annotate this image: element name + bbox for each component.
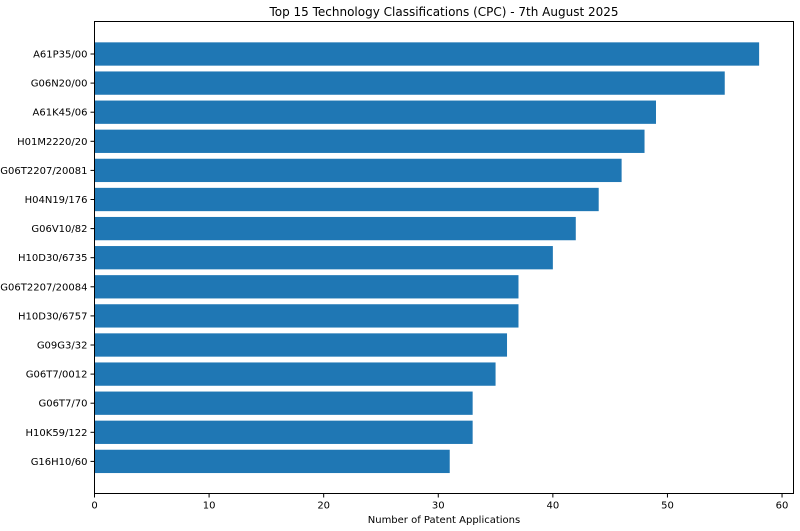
chart-title: Top 15 Technology Classifications (CPC) … bbox=[268, 5, 618, 19]
bar-G06V10/82 bbox=[95, 217, 576, 240]
bar-G09G3/32 bbox=[95, 333, 508, 356]
y-tick-label: A61P35/00 bbox=[33, 50, 87, 61]
bar-H10D30/6735 bbox=[95, 246, 553, 269]
y-tick-label: G06T2207/20081 bbox=[0, 166, 87, 177]
x-axis-label: Number of Patent Applications bbox=[368, 515, 520, 526]
bar-H10D30/6757 bbox=[95, 304, 519, 327]
x-tick-label: 40 bbox=[546, 501, 559, 512]
y-tick-label: G06T2207/20084 bbox=[0, 282, 87, 293]
bar-G06T7/0012 bbox=[95, 362, 496, 385]
bar-H10K59/122 bbox=[95, 421, 473, 444]
x-axis: 0 10 20 30 40 50 60 bbox=[91, 494, 788, 512]
y-tick-label: G09G3/32 bbox=[37, 341, 88, 352]
bar-A61K45/06 bbox=[95, 101, 656, 124]
y-tick-label: G06T7/70 bbox=[38, 399, 87, 410]
x-tick-label: 10 bbox=[203, 501, 216, 512]
bar-A61P35/00 bbox=[95, 42, 760, 65]
y-tick-label: G16H10/60 bbox=[31, 457, 88, 468]
y-tick-label: H10D30/6735 bbox=[18, 253, 88, 264]
bar-H04N19/176 bbox=[95, 188, 599, 211]
y-tick-label: H04N19/176 bbox=[25, 195, 88, 206]
bar-G06T2207/20084 bbox=[95, 275, 519, 298]
bar-G06T7/70 bbox=[95, 392, 473, 415]
bar-G06N20/00 bbox=[95, 71, 725, 94]
x-tick-label: 30 bbox=[432, 501, 445, 512]
bar-G16H10/60 bbox=[95, 450, 450, 473]
y-tick-label: H01M2220/20 bbox=[17, 137, 87, 148]
y-tick-label: A61K45/06 bbox=[33, 108, 88, 119]
x-tick-label: 60 bbox=[776, 501, 789, 512]
y-tick-label: H10D30/6757 bbox=[18, 311, 88, 322]
y-tick-label: G06T7/0012 bbox=[26, 370, 88, 381]
x-tick-label: 0 bbox=[91, 501, 97, 512]
y-tick-label: G06V10/82 bbox=[31, 224, 87, 235]
bars-group bbox=[95, 42, 760, 473]
y-axis: A61P35/00 G06N20/00 A61K45/06 H01M2220/20 G0… bbox=[0, 50, 94, 468]
y-tick-label: G06N20/00 bbox=[31, 79, 88, 90]
bar-G06T2207/20081 bbox=[95, 159, 622, 182]
x-tick-label: 50 bbox=[661, 501, 674, 512]
x-tick-label: 20 bbox=[317, 501, 330, 512]
y-tick-label: H10K59/122 bbox=[26, 428, 88, 439]
bar-H01M2220/20 bbox=[95, 130, 645, 153]
